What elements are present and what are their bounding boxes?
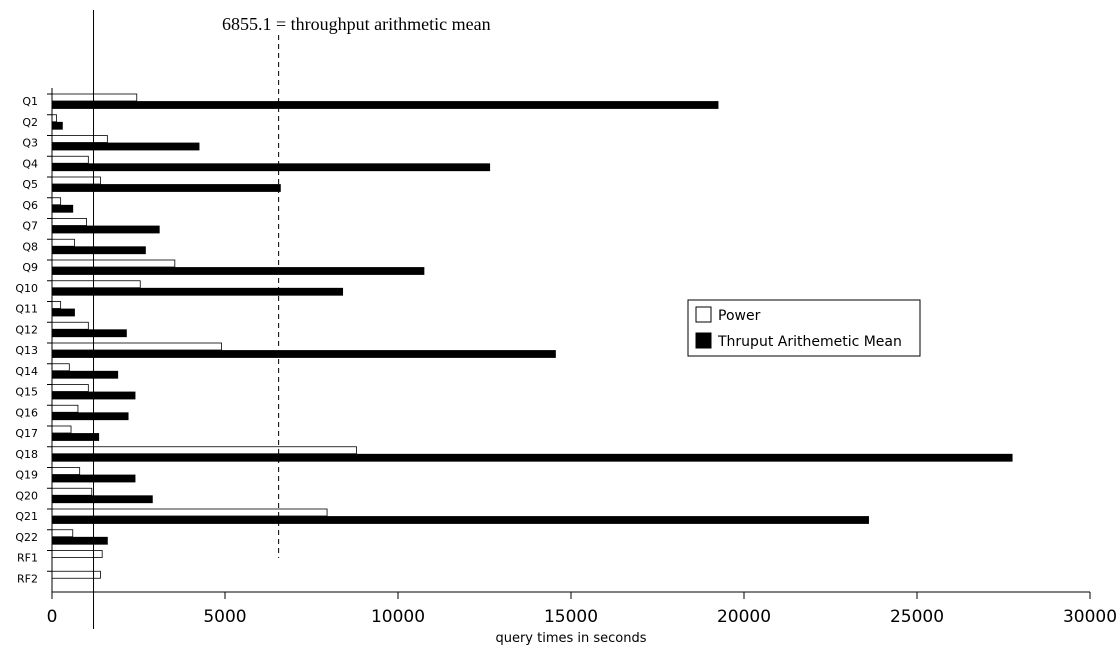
category-label: Q15 — [15, 386, 38, 399]
x-tick-label: 0 — [47, 607, 58, 627]
bar-power — [51, 114, 57, 123]
x-tick-label: 25000 — [890, 607, 944, 627]
bar-thruput — [51, 329, 127, 338]
bar-thruput — [51, 536, 108, 545]
category-label: RF2 — [17, 572, 38, 585]
category-label: Q14 — [15, 365, 38, 378]
category-label: Q21 — [15, 510, 38, 523]
bar-thruput — [51, 246, 146, 255]
bar-power — [51, 363, 70, 372]
category-label: Q9 — [22, 261, 38, 274]
x-tick-label: 10000 — [371, 607, 425, 627]
bar-thruput — [51, 225, 160, 234]
bar-thruput — [51, 433, 100, 441]
bar-power — [51, 238, 75, 247]
bar-power — [51, 404, 79, 413]
category-labels: Q1 Q2 Q3 Q4 Q5 Q6 Q7 Q8 Q9 Q10 Q11 Q12 Q13 Q14 Q15 Q16 Q… — [15, 93, 52, 585]
bars-layer — [51, 93, 1013, 579]
bar-power — [51, 425, 72, 434]
bar-power — [51, 487, 93, 496]
bar-power — [51, 301, 62, 309]
category-label: RF1 — [17, 552, 38, 565]
bar-power — [51, 529, 74, 538]
legend: Power Thruput Arithemetic Mean — [687, 299, 921, 357]
bar-power — [51, 446, 357, 455]
bar-thruput — [51, 121, 63, 130]
bar-thruput — [51, 516, 869, 524]
category-label: Q16 — [15, 406, 38, 419]
category-label: Q12 — [15, 323, 38, 336]
category-label: Q7 — [22, 220, 38, 233]
bar-thruput — [51, 412, 129, 421]
category-label: Q8 — [22, 240, 38, 253]
category-label: Q3 — [22, 137, 38, 150]
category-label: Q4 — [22, 157, 38, 170]
category-label: Q6 — [22, 199, 38, 212]
bar-power — [51, 218, 87, 226]
category-label: Q1 — [22, 95, 38, 108]
legend-frame — [687, 299, 921, 357]
x-axis-label: query times in seconds — [495, 631, 646, 646]
bar-thruput — [51, 163, 491, 172]
bar-thruput — [51, 267, 425, 275]
category-label: Q11 — [15, 303, 38, 316]
bar-thruput — [51, 370, 119, 379]
bar-thruput — [51, 350, 556, 358]
category-label: Q17 — [15, 427, 38, 440]
bar-thruput — [51, 184, 281, 192]
category-label: Q10 — [15, 282, 38, 295]
category-label: Q22 — [15, 531, 38, 544]
x-tick-label: 30000 — [1063, 607, 1117, 627]
category-label: Q2 — [22, 116, 38, 129]
x-tick-label: 20000 — [717, 607, 771, 627]
bar-thruput — [51, 101, 719, 109]
x-tick-label: 15000 — [544, 607, 598, 627]
category-label: Q5 — [22, 178, 38, 191]
bar-power — [51, 342, 222, 351]
bar-power — [51, 135, 108, 143]
category-label: Q18 — [15, 448, 38, 461]
bar-thruput — [51, 308, 75, 317]
bar-power — [51, 321, 89, 330]
bar-power — [51, 259, 176, 268]
bar-power — [51, 197, 62, 206]
x-tick-label: 5000 — [203, 607, 246, 627]
bar-power — [51, 280, 141, 289]
bar-power — [51, 467, 81, 475]
x-axis-ticks: 0 5000 10000 15000 20000 25000 30000 — [47, 592, 1117, 627]
legend-label-power: Power — [718, 308, 761, 324]
bar-power — [51, 384, 89, 392]
legend-swatch-power — [695, 306, 712, 323]
reference-line-label: 6855.1 = throughput arithmetic mean — [222, 14, 491, 34]
legend-swatch-thruput — [695, 332, 712, 349]
bar-thruput — [51, 453, 1013, 462]
category-label: Q19 — [15, 469, 38, 482]
bar-power — [51, 550, 103, 558]
bar-thruput — [51, 204, 74, 213]
legend-label-thruput: Thruput Arithemetic Mean — [717, 334, 902, 350]
bar-thruput — [51, 142, 200, 151]
category-label: Q20 — [15, 489, 38, 502]
bar-power — [51, 93, 138, 102]
bar-thruput — [51, 495, 153, 504]
bar-thruput — [51, 287, 344, 296]
bar-power — [51, 155, 89, 164]
category-label: Q13 — [15, 344, 38, 357]
